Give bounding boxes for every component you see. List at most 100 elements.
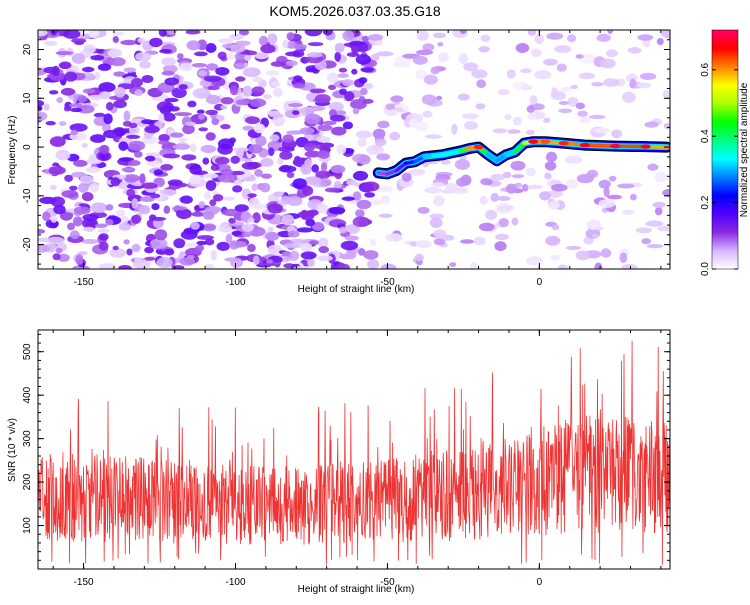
heatmap-cell [229, 240, 247, 248]
y-tick-label: 0 [22, 144, 33, 150]
heatmap-cell [416, 30, 430, 41]
heatmap-cell [265, 231, 279, 241]
signal-trace-segment [613, 144, 648, 149]
heatmap-cell [415, 240, 432, 249]
heatmap-cell [172, 143, 191, 150]
heatmap-cell [588, 114, 606, 120]
heatmap-cell [656, 38, 664, 46]
heatmap-cell [433, 229, 447, 238]
heatmap-cell [421, 94, 437, 105]
heatmap-cell [376, 51, 394, 57]
heatmap-cell [551, 224, 560, 231]
heatmap-cell [273, 191, 285, 197]
heatmap-cell [248, 144, 263, 154]
heatmap-cell [110, 57, 126, 67]
heatmap-cell [90, 134, 106, 143]
heatmap-cell [199, 79, 212, 87]
heatmap-cell [149, 193, 161, 199]
heatmap-cell [167, 179, 183, 186]
heatmap-cell [429, 217, 443, 228]
heatmap-cell [315, 170, 331, 179]
heatmap-cell [43, 103, 50, 111]
heatmap-cell [169, 132, 184, 138]
colorbar-tick-label: 0.4 [700, 129, 711, 143]
signal-trace-peak [528, 139, 539, 144]
heatmap-cell [440, 160, 451, 165]
heatmap-cell [430, 66, 440, 75]
heatmap-cell [196, 240, 208, 246]
x-tick-label: -50 [380, 277, 395, 288]
heatmap-cell [134, 257, 143, 262]
heatmap-cell [355, 54, 372, 65]
heatmap-cell [520, 68, 532, 74]
heatmap-cell [205, 180, 217, 191]
heatmap-cell [478, 46, 490, 53]
heatmap-cell [337, 73, 349, 78]
heatmap-cell [172, 206, 187, 211]
y-tick-label: -20 [22, 237, 33, 252]
heatmap-cell [470, 261, 478, 269]
heatmap-cell [230, 155, 240, 164]
heatmap-cell [48, 166, 66, 175]
heatmap-cell [356, 199, 372, 210]
heatmap-cell [63, 106, 71, 112]
heatmap-cell [231, 230, 242, 236]
y-tick-label: 200 [22, 473, 33, 490]
heatmap-cell [76, 104, 95, 114]
heatmap-cell [138, 205, 151, 215]
signal-trace-peak [579, 142, 590, 148]
heatmap-cell [149, 37, 163, 48]
heatmap-cell [544, 161, 557, 171]
heatmap-cell [475, 103, 486, 110]
heatmap-cell [600, 248, 612, 258]
heatmap-cell [290, 238, 305, 243]
heatmap-cell [267, 203, 283, 214]
heatmap-cell [118, 222, 131, 231]
heatmap-cell [45, 121, 56, 126]
heatmap-cell [89, 182, 100, 193]
signal-trace-segment [513, 141, 526, 154]
heatmap-cell [270, 61, 286, 67]
heatmap-cell [302, 185, 314, 196]
heatmap-cell [215, 156, 230, 165]
heatmap-cell [317, 150, 330, 159]
heatmap-cell [331, 165, 346, 174]
heatmap-x-ticks: -150 -100 -50 0 [52, 30, 662, 288]
heatmap-cell [293, 43, 307, 50]
heatmap-cell [593, 127, 611, 134]
x-tick-label: -100 [225, 577, 245, 588]
heatmap-cell [333, 180, 342, 190]
heatmap-cell [543, 117, 551, 123]
heatmap-cell [367, 259, 379, 269]
heatmap-cell [90, 202, 108, 213]
heatmap-cell [228, 217, 236, 224]
heatmap-cell [441, 234, 455, 241]
heatmap-cell [216, 241, 230, 251]
heatmap-cell [128, 140, 146, 151]
heatmap-cell [179, 257, 196, 266]
heatmap-cell [258, 35, 269, 46]
heatmap-cell [123, 110, 131, 122]
heatmap-cell [232, 185, 243, 193]
heatmap-cell [123, 174, 140, 183]
heatmap-cell [299, 127, 315, 135]
heatmap-cell [305, 218, 316, 227]
heatmap-cell [131, 214, 142, 224]
heatmap-cell [189, 164, 202, 175]
heatmap-cell [478, 222, 495, 232]
heatmap-cell [50, 184, 57, 190]
heatmap-cell [545, 235, 561, 246]
heatmap-cell [195, 244, 204, 252]
heatmap-cell [202, 223, 217, 232]
heatmap-cell [267, 244, 283, 255]
heatmap-cell [61, 190, 79, 198]
heatmap-cell [58, 61, 72, 70]
heatmap-cell [81, 143, 88, 148]
heatmap-cell [239, 30, 249, 36]
heatmap-cell [476, 79, 487, 89]
y-tick-label: 400 [22, 386, 33, 403]
heatmap-cell [596, 33, 611, 43]
heatmap-cell [164, 248, 175, 256]
heatmap-cell [578, 72, 595, 80]
